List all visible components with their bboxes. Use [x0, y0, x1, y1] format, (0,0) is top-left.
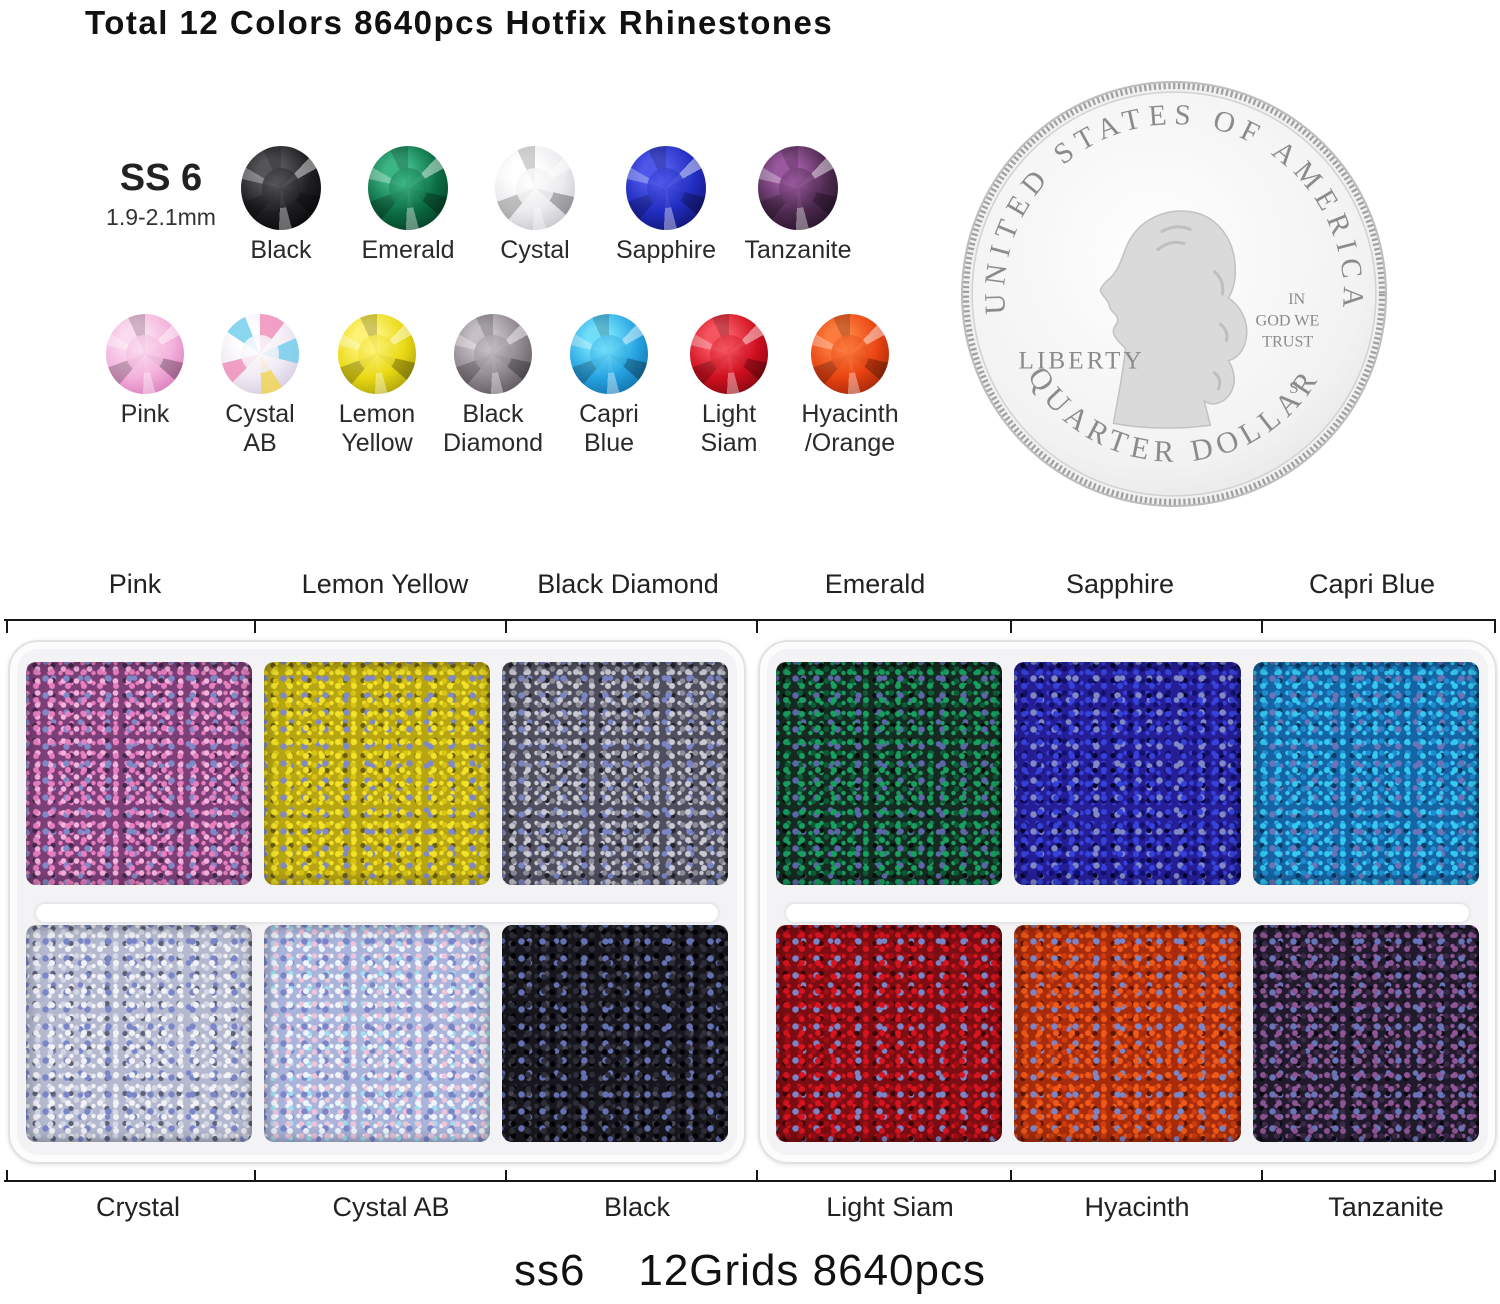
grid-label-crystal: Crystal [95, 1192, 181, 1222]
stone-emerald [368, 146, 448, 230]
grid-label-pink: Pink [108, 569, 162, 599]
swatch-hyacinth: Hyacinth/Orange [792, 314, 908, 458]
size-label: SS 6 [119, 157, 203, 199]
swatch-sapphire: Sapphire [608, 146, 724, 265]
bottom-caption: ss6 12Grids 8640pcs [513, 1246, 986, 1295]
grid-label-emerald: Emerald [824, 569, 926, 599]
swatch-emerald: Emerald [350, 146, 466, 265]
compartment-black-diamond [502, 662, 728, 885]
swatch-tanzanite: Tanzanite [740, 146, 856, 265]
stone-light-siam [690, 314, 768, 394]
coin-reeded-edge [963, 83, 1385, 505]
swatch-label: Lemon Yellow [338, 400, 416, 457]
compartment-sapphire [1014, 662, 1241, 885]
grid-label-sapphire: Sapphire [1065, 569, 1175, 599]
label-leader-line-top [4, 619, 1496, 633]
grid-label-black-diamond: Black Diamond [537, 569, 719, 599]
stone-capri-blue [570, 314, 648, 394]
compartment-light-siam [776, 925, 1003, 1142]
swatch-cystal: Cystal [477, 146, 593, 265]
compartment-crystal [26, 925, 252, 1142]
compartment-black [502, 925, 728, 1142]
swatch-black: Black [223, 146, 339, 265]
compartment-cystal-ab [264, 925, 490, 1142]
swatch-label: Hyacinth/Orange [801, 400, 899, 457]
grid-label-tanzanite: Tanzanite [1328, 1192, 1444, 1222]
stone-black [241, 146, 321, 230]
grid-label-light-siam: Light Siam [826, 1192, 954, 1222]
page-title: Total 12 Colors 8640pcs Hotfix Rhineston… [85, 4, 834, 41]
compartment-tanzanite [1252, 925, 1479, 1142]
swatch-label: Pink [120, 400, 170, 428]
svg-text:TRUST: TRUST [1262, 333, 1313, 350]
swatch-cystal-ab: Cystal AB [202, 314, 318, 458]
compartment-lemon-yellow [264, 662, 490, 885]
swatch-label: Black Diamond [442, 400, 544, 457]
grid-label-hyacinth: Hyacinth [1084, 1192, 1190, 1222]
swatch-label: Tanzanite [744, 236, 852, 264]
swatch-label: Sapphire [615, 236, 717, 264]
storage-box-right [758, 640, 1497, 1164]
compartment-capri-blue [1252, 662, 1479, 885]
size-spec: SS 6 1.9-2.1mm [96, 157, 226, 231]
swatch-lemon-yellow: Lemon Yellow [319, 314, 435, 458]
swatch-label: Cystal [500, 236, 570, 264]
stone-cystal-ab [221, 314, 299, 394]
stone-lemon-yellow [338, 314, 416, 394]
swatch-label: Emerald [361, 236, 455, 264]
swatch-capri-blue: Capri Blue [551, 314, 667, 458]
compartment-emerald [776, 662, 1003, 885]
swatch-label: Cystal AB [225, 400, 295, 457]
coin-motto: IN GOD WE TRUST [1256, 291, 1320, 350]
coin-mint-mark: S [1289, 378, 1299, 397]
swatch-black-diamond: Black Diamond [435, 314, 551, 458]
label-leader-line-bottom [4, 1170, 1496, 1182]
compartment-pink [26, 662, 252, 885]
stone-cystal [495, 146, 575, 230]
swatch-light-siam: Light Siam [671, 314, 787, 458]
storage-box-left [8, 640, 746, 1164]
swatch-label: Black [250, 236, 312, 264]
stone-pink [106, 314, 184, 394]
grid-label-lemon-yellow: Lemon Yellow [301, 569, 469, 599]
stone-sapphire [626, 146, 706, 230]
quarter-coin: UNITED STATES OF AMERICA QUARTER DOLLAR … [961, 81, 1387, 507]
hair-detail [1156, 225, 1229, 391]
swatch-pink: Pink [87, 314, 203, 429]
size-range-label: 1.9-2.1mm [106, 203, 216, 230]
swatch-label: Capri Blue [579, 400, 639, 457]
stone-black-diamond [454, 314, 532, 394]
stone-hyacinth [811, 314, 889, 394]
grid-label-cystal-ab: Cystal AB [332, 1192, 450, 1222]
grid-label-capri-blue: Capri Blue [1308, 569, 1436, 599]
swatch-label: Light Siam [700, 400, 758, 457]
washington-portrait [1099, 210, 1248, 429]
svg-text:IN: IN [1288, 291, 1305, 308]
stone-tanzanite [758, 146, 838, 230]
svg-text:GOD WE: GOD WE [1256, 312, 1320, 329]
grid-label-black: Black [603, 1192, 671, 1222]
compartment-hyacinth [1014, 925, 1241, 1142]
coin-liberty: LIBERTY [1019, 348, 1145, 375]
